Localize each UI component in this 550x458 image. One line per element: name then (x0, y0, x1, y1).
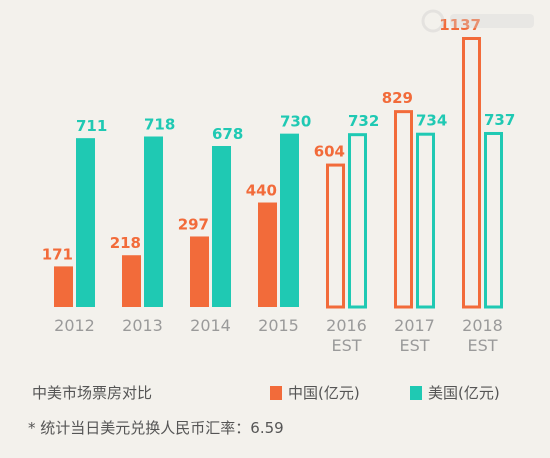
chart-caption: 中美市场票房对比 (32, 384, 153, 402)
data-label-china-3: 440 (246, 182, 277, 200)
legend: 中美市场票房对比 中国(亿元) 美国(亿元) (22, 380, 542, 404)
legend-swatch-usa (410, 385, 422, 400)
legend-item-usa: 美国(亿元) (410, 382, 500, 403)
x-tick-label-3: 2015 (258, 316, 299, 335)
data-label-china-5: 829 (382, 89, 413, 107)
x-tick-label-1: 2013 (122, 316, 163, 335)
data-label-usa-6: 737 (484, 111, 515, 129)
x-tick-sublabel-5: EST (399, 336, 429, 355)
x-tick-label-0: 2012 (54, 316, 95, 335)
data-label-china-6: 1137 (439, 16, 481, 34)
watermark-logo (421, 9, 534, 33)
bar-usa-1 (144, 136, 163, 307)
x-tick-sublabel-4: EST (331, 336, 361, 355)
bar-usa-5 (416, 132, 435, 309)
footnote: * 统计当日美元兑换人民币汇率：6.59 (28, 419, 284, 437)
data-label-usa-2: 678 (212, 125, 243, 143)
data-label-china-1: 218 (110, 234, 141, 252)
legend-label-china: 中国(亿元) (288, 384, 360, 402)
x-tick-sublabel-6: EST (467, 336, 497, 355)
bar-china-5 (394, 110, 413, 309)
legend-label-usa: 美国(亿元) (428, 384, 500, 402)
bar-usa-2 (212, 145, 231, 307)
data-label-usa-4: 732 (348, 112, 379, 130)
data-label-usa-3: 730 (280, 113, 311, 131)
bar-usa-6 (484, 131, 503, 309)
data-label-usa-5: 734 (416, 112, 447, 130)
data-label-china-0: 171 (42, 245, 73, 263)
bar-usa-3 (280, 133, 299, 307)
data-label-china-4: 604 (314, 143, 345, 161)
bar-china-1 (122, 255, 141, 307)
data-label-usa-1: 718 (144, 115, 175, 133)
bar-china-4 (326, 163, 345, 309)
bar-china-6 (462, 37, 481, 309)
bar-china-2 (190, 236, 209, 307)
x-tick-label-5: 2017 (394, 316, 435, 335)
legend-swatch-china (270, 385, 282, 400)
x-tick-label-2: 2014 (190, 316, 231, 335)
bar-usa-4 (348, 133, 367, 309)
legend-item-china: 中国(亿元) (270, 382, 360, 403)
data-label-usa-0: 711 (76, 117, 107, 135)
x-tick-label-4: 2016 (326, 316, 367, 335)
bar-china-3 (258, 202, 277, 307)
data-label-china-2: 297 (178, 215, 209, 233)
bar-china-0 (54, 266, 73, 307)
x-tick-label-6: 2018 (462, 316, 503, 335)
bar-usa-0 (76, 138, 95, 307)
